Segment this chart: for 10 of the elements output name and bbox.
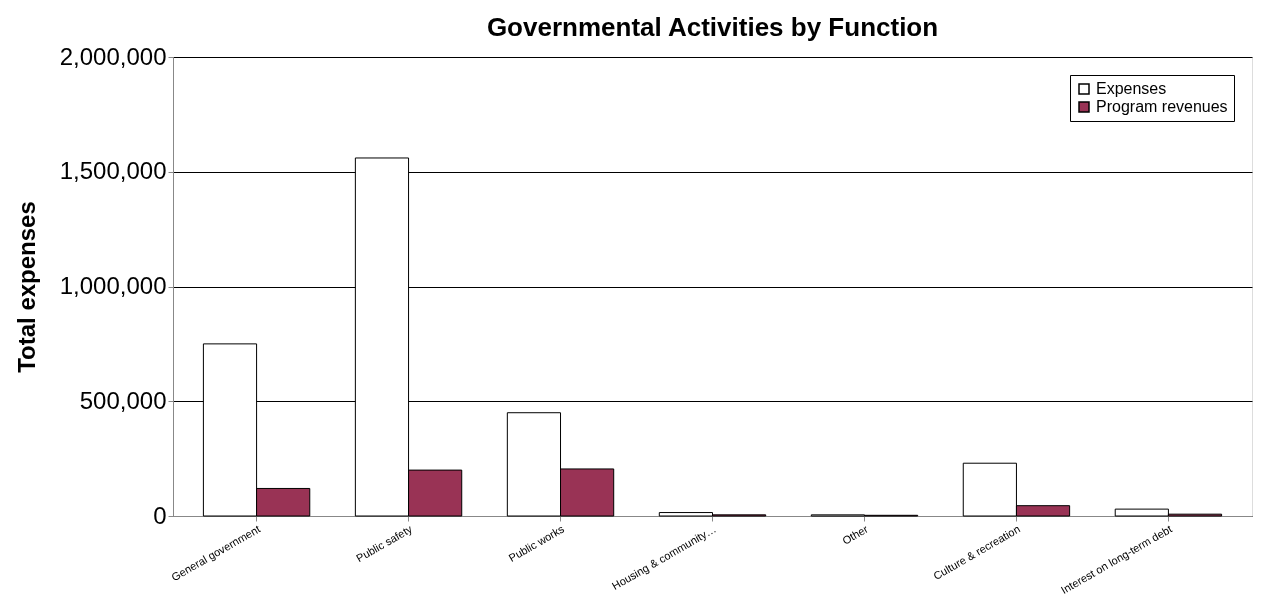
y-tick-label: 500,000 [79,386,167,414]
chart-title: Governmental Activities by Function [486,12,939,42]
y-tick-label: 1,500,000 [59,157,167,185]
legend-label: Expenses [1096,80,1167,97]
y-axis-title: Total expenses [12,201,40,373]
x-tick-label: Other [840,522,871,547]
y-tick-label: 1,000,000 [59,272,167,299]
y-tick-label: 2,000,000 [59,42,167,70]
legend-label: Program revenues [1096,98,1228,115]
y-tick-label: 0 [153,501,167,529]
